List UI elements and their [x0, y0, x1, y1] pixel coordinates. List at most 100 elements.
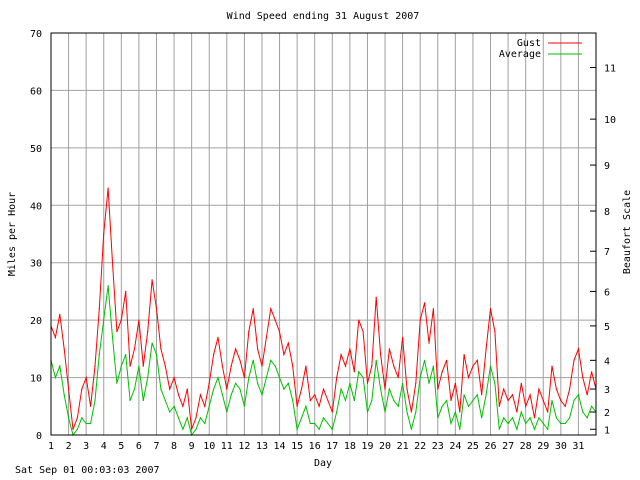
data-point-gust	[551, 365, 553, 367]
data-point-gust	[564, 405, 566, 407]
data-point-average	[511, 417, 514, 419]
data-point-average	[164, 399, 166, 402]
x-axis-ticks: 1 2 3 4 5 6 7 8 9 10 11 12 13 14 15 16 17 18 19 20 21 22 23 24 2…	[48, 441, 584, 452]
data-point-gust	[164, 365, 166, 367]
legend-label-gust: Gust	[517, 38, 541, 49]
x-tick-label: 27	[502, 441, 514, 452]
data-point-average	[520, 411, 522, 413]
data-point-average	[296, 428, 298, 430]
data-point-gust	[182, 405, 184, 407]
x-tick-label: 1	[48, 441, 54, 452]
data-point-gust	[547, 411, 549, 413]
beaufort-tick-label: 8	[604, 207, 610, 218]
x-tick-label: 26	[484, 441, 496, 452]
data-point-gust	[243, 377, 245, 379]
data-point-average	[349, 382, 351, 384]
x-tick-label: 3	[83, 441, 89, 452]
data-point-gust	[239, 359, 241, 361]
data-point-average	[235, 382, 237, 384]
data-point-average	[424, 359, 426, 361]
data-point-gust	[393, 365, 395, 367]
data-point-average	[300, 417, 303, 419]
data-point-average	[410, 428, 412, 430]
data-point-average	[582, 411, 584, 413]
data-point-average	[94, 399, 96, 402]
data-point-gust	[437, 388, 439, 390]
data-point-gust	[155, 308, 158, 310]
data-point-gust	[415, 382, 417, 384]
data-point-average	[133, 388, 136, 390]
data-point-average	[274, 365, 276, 367]
data-point-gust	[94, 365, 96, 367]
data-point-average	[252, 359, 254, 361]
data-point-gust	[138, 319, 140, 321]
data-point-average	[459, 428, 461, 430]
data-point-average	[239, 388, 241, 390]
timestamp-footer: Sat Sep 01 00:03:03 2007	[15, 465, 160, 476]
data-point-gust	[235, 348, 237, 350]
data-point-gust	[446, 359, 448, 361]
data-point-average	[116, 382, 118, 384]
data-point-average	[344, 399, 347, 402]
data-point-gust	[463, 354, 465, 356]
beaufort-tick-label: 5	[604, 322, 610, 333]
data-point-gust	[538, 388, 540, 390]
data-point-gust	[542, 399, 544, 402]
data-point-average	[76, 428, 78, 430]
legend-label-average: Average	[499, 49, 541, 60]
x-tick-label: 6	[136, 441, 142, 452]
data-point-gust	[59, 313, 61, 315]
x-tick-label: 19	[361, 441, 373, 452]
x-tick-label: 13	[256, 441, 268, 452]
data-point-average	[142, 399, 144, 402]
data-point-average	[147, 377, 149, 379]
data-point-gust	[186, 388, 188, 390]
data-point-gust	[230, 365, 232, 367]
data-point-average	[437, 417, 439, 419]
data-point-average	[226, 411, 228, 413]
data-point-gust	[362, 331, 364, 333]
data-point-gust	[481, 394, 483, 396]
beaufort-tick-label: 1	[604, 425, 610, 436]
data-point-average	[111, 336, 114, 338]
data-point-gust	[318, 405, 320, 407]
x-tick-label: 20	[379, 441, 391, 452]
data-point-gust	[90, 405, 92, 407]
data-point-gust	[428, 342, 430, 344]
data-point-average	[85, 422, 87, 425]
data-point-average	[125, 354, 127, 356]
data-point-average	[129, 399, 131, 402]
data-point-gust	[81, 388, 83, 390]
beaufort-tick-label: 2	[604, 408, 610, 419]
data-point-average	[507, 422, 509, 425]
data-point-average	[59, 365, 61, 367]
data-point-gust	[191, 428, 193, 430]
beaufort-tick-label: 6	[604, 287, 610, 298]
series-layer	[50, 187, 597, 437]
data-point-gust	[221, 365, 223, 367]
data-point-average	[371, 399, 373, 402]
data-point-gust	[147, 331, 149, 333]
data-point-average	[204, 422, 206, 425]
data-point-gust	[340, 354, 342, 356]
data-point-gust	[476, 359, 478, 361]
data-point-average	[68, 417, 70, 419]
x-tick-label: 10	[203, 441, 215, 452]
data-point-average	[419, 377, 421, 379]
data-point-average	[213, 388, 215, 390]
data-point-gust	[507, 399, 509, 402]
data-point-gust	[533, 417, 536, 419]
data-point-gust	[208, 382, 210, 384]
data-point-average	[573, 399, 575, 402]
data-point-average	[182, 428, 184, 430]
data-point-gust	[591, 371, 593, 373]
data-point-gust	[432, 308, 434, 310]
data-point-average	[463, 394, 465, 396]
data-point-average	[569, 417, 571, 419]
series-line-average	[50, 285, 597, 437]
x-tick-label: 9	[189, 441, 195, 452]
data-point-average	[375, 359, 377, 361]
data-point-gust	[450, 399, 452, 402]
data-point-average	[257, 382, 259, 384]
x-tick-label: 29	[537, 441, 549, 452]
